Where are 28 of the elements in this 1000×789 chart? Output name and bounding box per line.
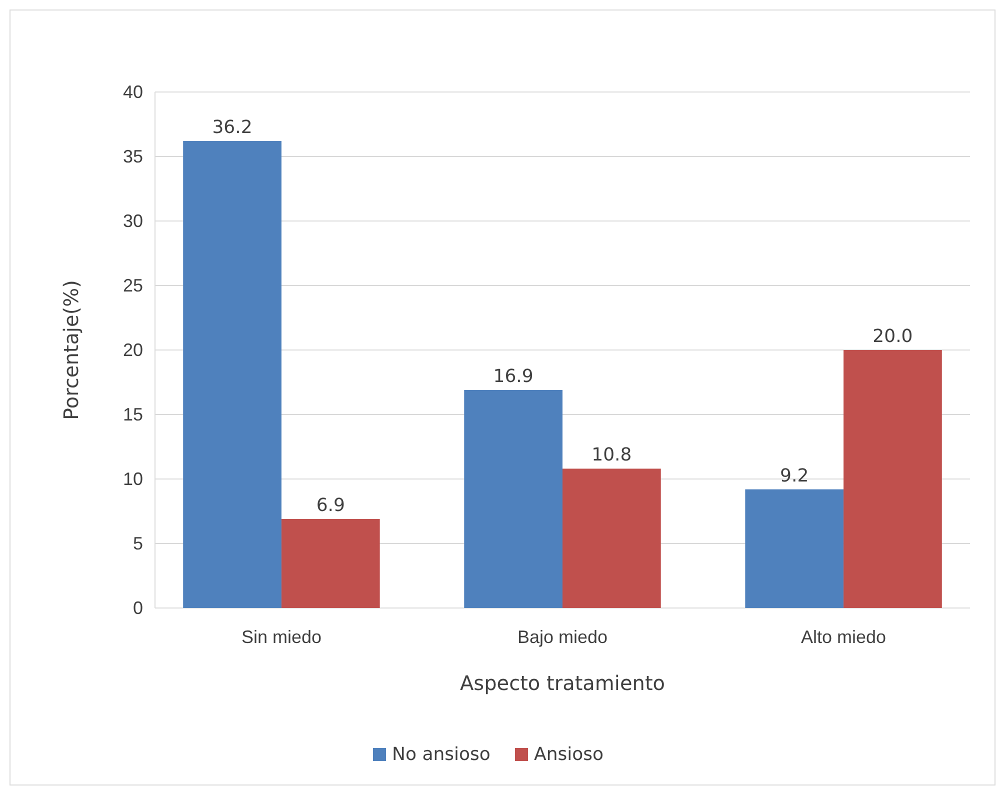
- y-tick-label: 30: [122, 210, 143, 231]
- y-tick-label: 20: [122, 340, 143, 360]
- x-axis-title: Aspecto tratamiento: [460, 671, 666, 695]
- y-tick-label: 5: [132, 533, 143, 554]
- y-tick-label: 25: [122, 275, 143, 296]
- y-tick-label: 35: [122, 146, 143, 166]
- data-label: 9.2: [780, 465, 809, 486]
- y-tick-label: 0: [132, 598, 143, 618]
- x-tick-label: Alto miedo: [801, 626, 886, 647]
- bar: [281, 518, 380, 608]
- data-label: 20.0: [872, 326, 913, 347]
- bar: [464, 390, 562, 608]
- legend-label: Ansioso: [534, 744, 604, 765]
- y-tick-label: 40: [122, 82, 143, 102]
- legend-label: No ansioso: [392, 744, 490, 765]
- data-label: 16.9: [493, 366, 534, 387]
- bar: [562, 468, 661, 608]
- data-label: 36.2: [212, 117, 252, 138]
- x-tick-label: Sin miedo: [241, 626, 322, 647]
- bar: [745, 489, 844, 608]
- data-label: 10.8: [592, 444, 632, 466]
- y-axis-title: Porcentaje(%): [59, 280, 83, 420]
- y-tick-label: 10: [122, 468, 143, 489]
- y-tick-label: 15: [122, 404, 143, 424]
- x-tick-label: Bajo miedo: [517, 626, 608, 647]
- data-label: 6.9: [316, 494, 345, 516]
- bar: [844, 350, 942, 608]
- bar: [183, 141, 282, 608]
